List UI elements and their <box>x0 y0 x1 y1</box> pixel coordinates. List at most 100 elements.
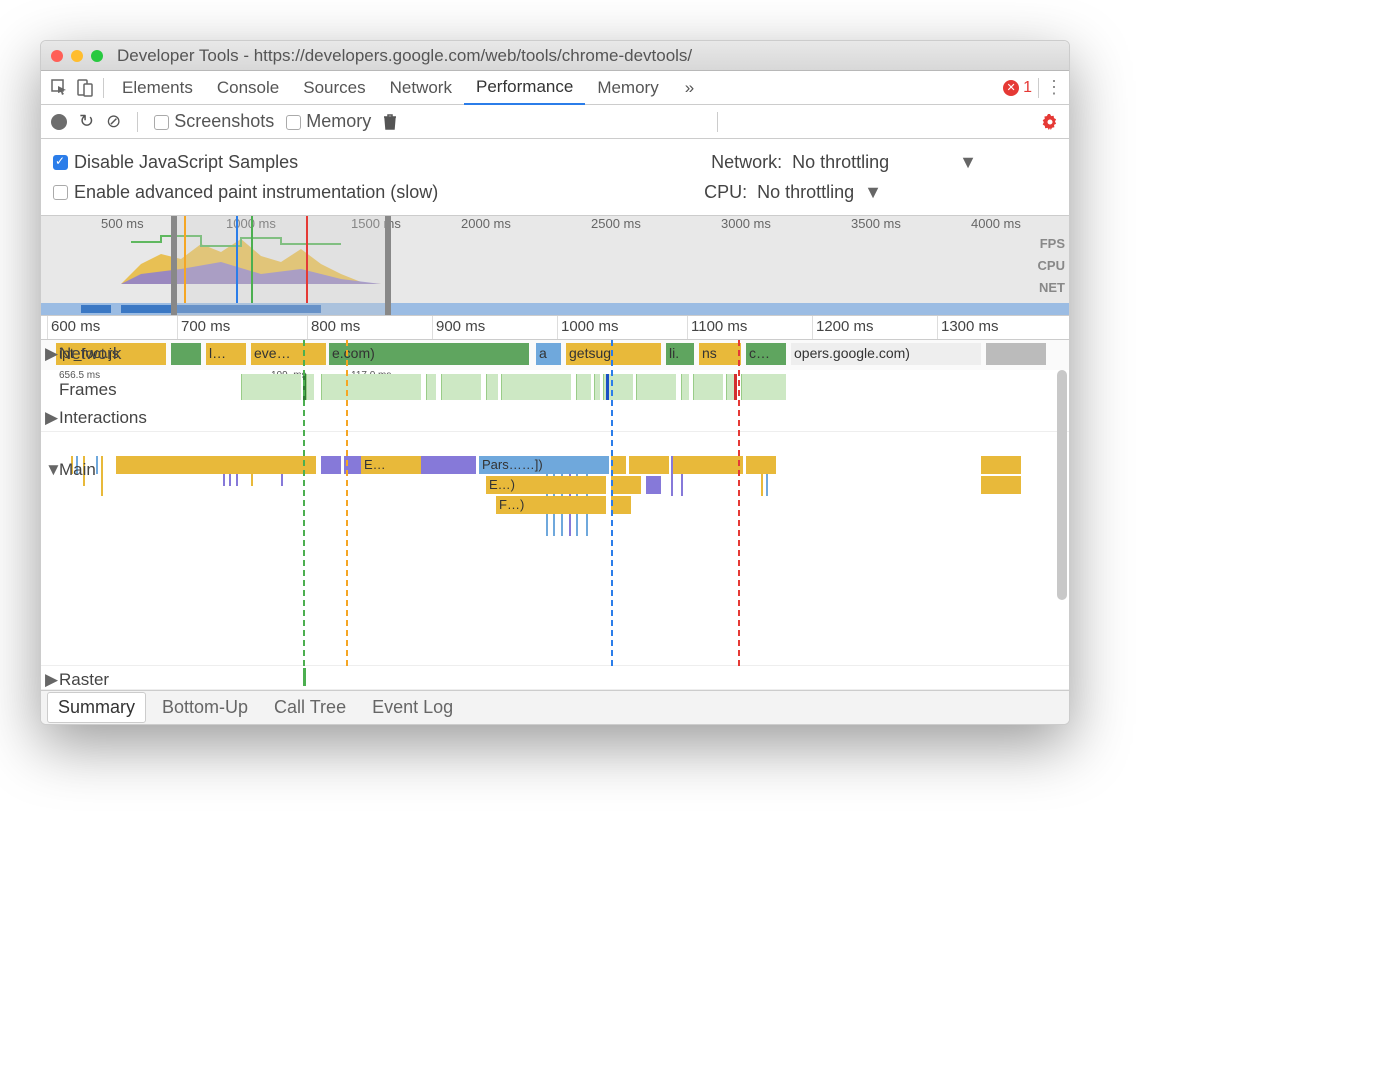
tab-console[interactable]: Console <box>205 71 291 105</box>
network-request[interactable] <box>986 343 1046 365</box>
flame-block[interactable] <box>321 456 341 474</box>
main-label: Main <box>59 460 96 480</box>
network-request[interactable]: l… <box>206 343 246 365</box>
frame[interactable] <box>306 374 314 400</box>
frame[interactable] <box>441 374 481 400</box>
flame-block[interactable]: E…) <box>486 476 606 494</box>
tab-memory[interactable]: Memory <box>585 71 670 105</box>
overview-selection[interactable] <box>171 216 391 315</box>
capture-settings: Disable JavaScript Samples Network: No t… <box>41 139 1069 216</box>
overview-marker <box>306 216 308 303</box>
main-section[interactable]: ▼Main E… Pars……]) E…) F…) <box>41 456 1069 666</box>
kebab-icon[interactable]: ⋮ <box>1045 77 1063 98</box>
network-section[interactable]: ▶Network ipt_foot.jsl…eve…e.com)agetsugl… <box>41 340 1069 370</box>
network-request[interactable] <box>171 343 201 365</box>
disclosure-icon[interactable]: ▶ <box>45 408 59 428</box>
close-icon[interactable] <box>51 50 63 62</box>
detail-ruler[interactable]: 600 ms700 ms800 ms900 ms1000 ms1100 ms12… <box>41 316 1069 340</box>
frame[interactable] <box>594 374 600 400</box>
frames-label: Frames <box>59 380 117 400</box>
summary-tab-summary[interactable]: Summary <box>47 692 146 723</box>
network-request[interactable]: c… <box>746 343 786 365</box>
flame-block[interactable]: E… <box>361 456 421 474</box>
flame-block[interactable] <box>629 456 669 474</box>
flame-block[interactable] <box>116 456 316 474</box>
flame-block[interactable] <box>611 476 641 494</box>
frames-section[interactable]: Frames 656.5 ms109. ms117.0 ms <box>41 370 1069 404</box>
frame[interactable] <box>426 374 436 400</box>
ruler-tick: 800 ms <box>311 318 360 335</box>
network-request[interactable]: getsug <box>566 343 661 365</box>
frame[interactable] <box>486 374 498 400</box>
network-request[interactable]: a <box>536 343 561 365</box>
flame-block[interactable] <box>646 476 661 494</box>
network-request[interactable]: li. <box>666 343 694 365</box>
frame[interactable] <box>741 374 786 400</box>
gear-icon[interactable] <box>1041 113 1059 131</box>
zoom-icon[interactable] <box>91 50 103 62</box>
inspect-icon[interactable] <box>47 76 71 100</box>
overview-tick: 3000 ms <box>721 216 771 231</box>
minimize-icon[interactable] <box>71 50 83 62</box>
ruler-tick: 1300 ms <box>941 318 999 335</box>
network-request[interactable]: ns <box>699 343 741 365</box>
record-button[interactable] <box>51 114 67 130</box>
raster-tick <box>303 668 306 686</box>
summary-tab-bottom-up[interactable]: Bottom-Up <box>152 693 258 722</box>
disclosure-icon[interactable]: ▶ <box>45 670 59 690</box>
flame-block[interactable] <box>673 456 743 474</box>
tab-elements[interactable]: Elements <box>110 71 205 105</box>
flame-block[interactable] <box>981 476 1021 494</box>
flame-block[interactable] <box>746 456 776 474</box>
frame[interactable] <box>501 374 571 400</box>
network-request[interactable]: opers.google.com) <box>791 343 981 365</box>
network-request[interactable]: e.com) <box>329 343 529 365</box>
window-title: Developer Tools - https://developers.goo… <box>117 46 692 66</box>
flame-sliver[interactable] <box>96 456 98 474</box>
device-icon[interactable] <box>73 76 97 100</box>
disable-js-checkbox[interactable]: Disable JavaScript Samples <box>53 152 298 173</box>
flame-block[interactable]: Pars……]) <box>479 456 609 474</box>
timeline-marker <box>611 340 613 666</box>
summary-tab-event-log[interactable]: Event Log <box>362 693 463 722</box>
tab-network[interactable]: Network <box>378 71 464 105</box>
tabs-overflow[interactable]: » <box>673 71 706 105</box>
frame[interactable] <box>681 374 689 400</box>
frame[interactable] <box>693 374 723 400</box>
scrollbar[interactable] <box>1057 370 1067 600</box>
flame-block[interactable] <box>611 456 626 474</box>
screenshots-checkbox[interactable]: Screenshots <box>154 111 274 132</box>
flame-block[interactable] <box>421 456 476 474</box>
trash-icon[interactable] <box>383 114 397 130</box>
clear-icon[interactable]: ⊘ <box>106 111 121 132</box>
interactions-section[interactable]: ▶Interactions <box>41 404 1069 432</box>
frame[interactable] <box>241 374 301 400</box>
cpu-throttle-select[interactable]: No throttling <box>757 182 854 203</box>
tab-performance[interactable]: Performance <box>464 71 585 105</box>
flame-chart-area[interactable]: ▶Network ipt_foot.jsl…eve…e.com)agetsugl… <box>41 340 1069 690</box>
flame-sliver[interactable] <box>101 456 103 496</box>
flame-block[interactable]: F…) <box>496 496 606 514</box>
paint-checkbox[interactable]: Enable advanced paint instrumentation (s… <box>53 182 438 203</box>
disclosure-icon[interactable]: ▼ <box>45 460 59 480</box>
cpu-throttle-label: CPU: <box>704 182 747 203</box>
frame[interactable] <box>321 374 421 400</box>
tab-sources[interactable]: Sources <box>291 71 377 105</box>
summary-tab-call-tree[interactable]: Call Tree <box>264 693 356 722</box>
network-throttle-select[interactable]: No throttling <box>792 152 889 173</box>
network-request[interactable]: eve… <box>251 343 326 365</box>
error-badge[interactable]: ✕ 1 <box>1003 79 1032 97</box>
frame[interactable] <box>636 374 676 400</box>
flame-block[interactable] <box>981 456 1021 474</box>
titlebar[interactable]: Developer Tools - https://developers.goo… <box>41 41 1069 71</box>
frame[interactable] <box>576 374 591 400</box>
overview-pane[interactable]: 500 ms1000 ms1500 ms2000 ms2500 ms3000 m… <box>41 216 1069 316</box>
disclosure-icon[interactable]: ▶ <box>45 344 59 364</box>
timeline-marker <box>738 340 740 666</box>
raster-section[interactable]: ▶Raster <box>41 666 1069 690</box>
memory-checkbox[interactable]: Memory <box>286 111 371 132</box>
flame-block[interactable] <box>611 496 631 514</box>
reload-icon[interactable]: ↻ <box>79 111 94 132</box>
overview-marker <box>251 216 253 303</box>
ruler-tick: 1200 ms <box>816 318 874 335</box>
